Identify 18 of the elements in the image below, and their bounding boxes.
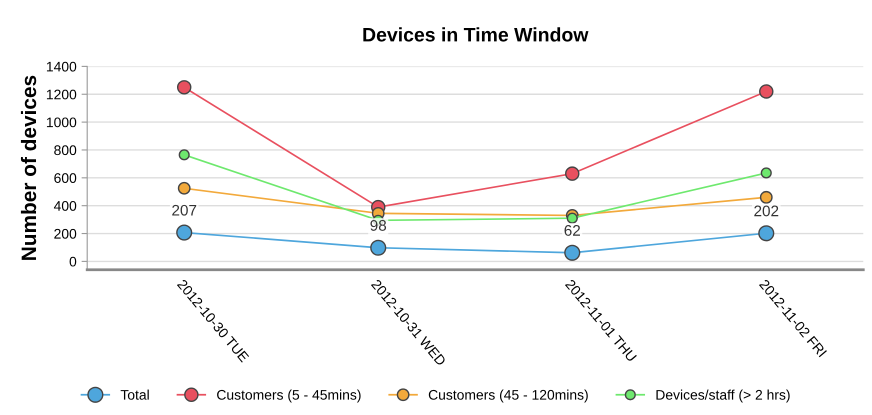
y-tick-label: 200 — [54, 228, 76, 239]
data-label: 62 — [564, 225, 580, 236]
legend-label: Customers (45 - 120mins) — [428, 390, 588, 402]
y-tick-label: 600 — [54, 173, 76, 183]
data-label: 202 — [754, 206, 778, 216]
y-axis-title: Number of devices — [20, 76, 36, 260]
chart-title: Devices in Time Window — [363, 27, 588, 42]
y-tick-label: 0 — [70, 256, 76, 267]
y-tick-label: 400 — [54, 201, 76, 211]
legend-label: Customers (5 - 45mins) — [217, 390, 361, 402]
data-label: 207 — [172, 204, 196, 216]
y-tick-label: 1000 — [46, 117, 76, 128]
y-tick-label: 800 — [54, 145, 76, 156]
legend-label: Devices/staff (> 2 hrs) — [656, 390, 790, 402]
data-label: 98 — [370, 220, 386, 231]
y-tick-label: 1200 — [46, 90, 76, 100]
legend-label: Total — [120, 390, 149, 400]
y-tick-label: 1400 — [46, 62, 76, 72]
